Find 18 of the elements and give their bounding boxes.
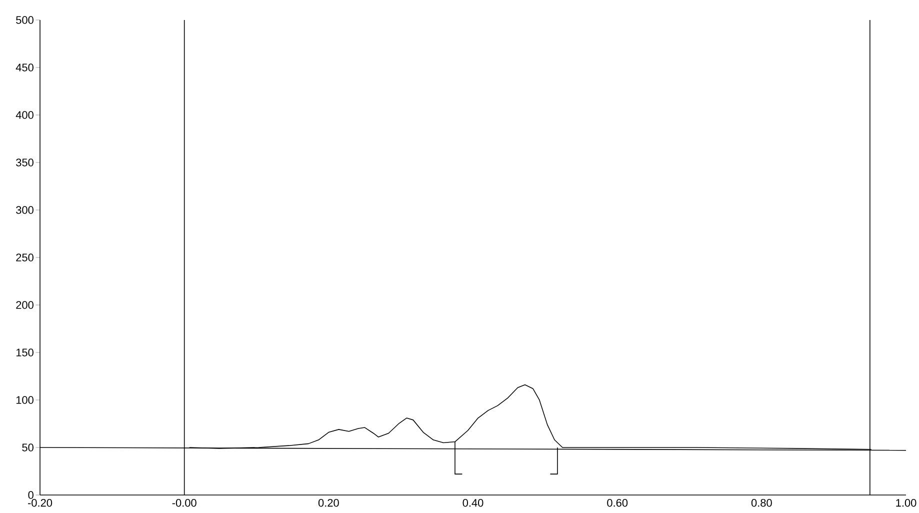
y-tick-label: 450 (16, 64, 34, 72)
x-tick-label: 0.20 (318, 498, 339, 507)
y-tick-label: 200 (16, 301, 34, 309)
x-tick-label: 0.80 (751, 498, 772, 507)
y-tick-label: 50 (22, 444, 34, 452)
x-tick-label: -0.20 (28, 498, 52, 507)
y-tick-label: 150 (16, 348, 34, 356)
x-tick-label: 1.00 (896, 498, 916, 507)
y-tick-label: 300 (16, 206, 34, 214)
y-tick-label: 350 (16, 158, 34, 166)
x-tick-label: 0.40 (462, 498, 484, 507)
x-tick-label: -0.00 (172, 498, 196, 507)
y-tick-label: 250 (16, 254, 34, 262)
y-tick-label: 500 (16, 16, 34, 24)
y-tick-label: 100 (16, 396, 34, 404)
y-tick-label: 0 (28, 491, 34, 499)
x-tick-label: 0.60 (607, 498, 628, 507)
y-tick-label: 400 (16, 111, 34, 119)
